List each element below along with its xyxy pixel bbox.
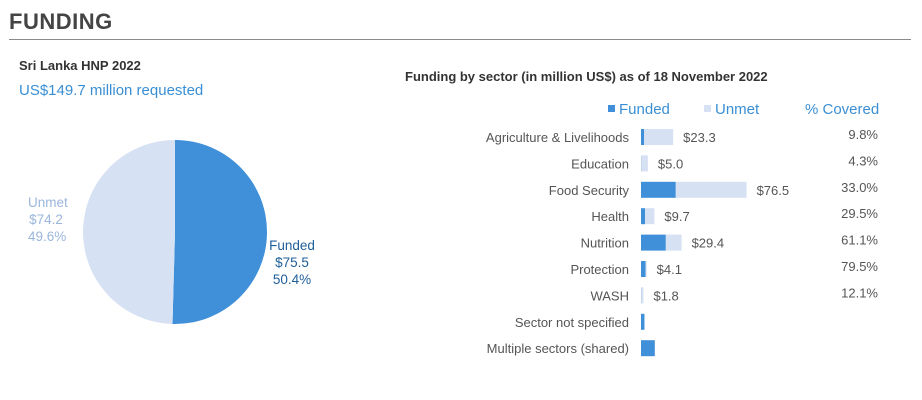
pie-funded-name: Funded [269, 238, 315, 253]
sector-label: Nutrition [581, 236, 629, 251]
sector-label: Multiple sectors (shared) [487, 341, 629, 356]
pie-unmet-name: Unmet [28, 195, 68, 210]
sector-label: Sector not specified [515, 315, 629, 330]
requirement-label: $4.1 [657, 262, 682, 277]
legend-funded-label: Funded [619, 101, 670, 118]
requested-amount: US$149.7 million requested [19, 82, 204, 99]
sector-label: Health [591, 209, 629, 224]
bar-funded [641, 313, 645, 330]
sector-label: Food Security [549, 183, 630, 198]
legend-unmet: Unmet [704, 101, 759, 118]
bar-unmet [665, 234, 682, 251]
legend-funded: Funded [608, 101, 670, 118]
heading-divider [9, 39, 911, 40]
requirement-label: $76.5 [757, 183, 790, 198]
bar-funded [641, 181, 676, 198]
sector-label: Protection [570, 262, 629, 277]
bar-funded [641, 208, 646, 225]
sector-chart-title: Funding by sector (in million US$) as of… [405, 69, 768, 84]
requirement-label: $23.3 [683, 130, 716, 145]
covered-percent: 9.8% [848, 127, 878, 142]
bar-unmet [641, 155, 648, 172]
covered-column-header: % Covered [805, 101, 880, 118]
bar-unmet [644, 129, 674, 145]
covered-percent: 4.3% [848, 153, 878, 168]
pie-label-unmet: Unmet $74.2 49.6% [28, 194, 68, 245]
page-title: FUNDING [9, 9, 113, 34]
covered-percent: 33.0% [841, 180, 878, 195]
covered-percent: 79.5% [841, 259, 878, 274]
sector-label: Agriculture & Livelihoods [486, 130, 630, 145]
pie-funded-percent: 50.4% [272, 272, 312, 287]
bar-unmet [645, 261, 647, 277]
pie-unmet-value: $74.2 [29, 212, 63, 227]
legend-unmet-label: Unmet [715, 101, 760, 118]
requirement-label: $1.8 [653, 288, 678, 303]
bar-funded [641, 261, 646, 277]
covered-percent: 12.1% [841, 285, 878, 300]
pie-slice-unmet [82, 140, 175, 324]
bar-unmet [645, 208, 655, 225]
bar-unmet [641, 287, 644, 304]
bar-funded [641, 340, 655, 357]
requirement-label: $9.7 [664, 209, 689, 224]
plan-name: Sri Lanka HNP 2022 [19, 58, 141, 73]
covered-percent: 61.1% [841, 233, 878, 248]
funding-pie-chart [82, 140, 267, 324]
bar-unmet [675, 181, 747, 198]
pie-label-funded: Funded $75.5 50.4% [262, 237, 322, 288]
sector-label: WASH [590, 288, 629, 303]
legend-funded-swatch [608, 105, 615, 112]
bar-funded [641, 234, 666, 251]
covered-percent: 29.5% [841, 206, 878, 221]
legend-unmet-swatch [704, 105, 711, 112]
sector-label: Education [571, 156, 629, 171]
bar-funded [641, 129, 645, 145]
requirement-label: $29.4 [692, 236, 725, 251]
requirement-label: $5.0 [658, 156, 683, 171]
pie-unmet-percent: 49.6% [28, 229, 67, 244]
pie-slice-funded [172, 140, 267, 324]
pie-funded-value: $75.5 [275, 255, 309, 270]
